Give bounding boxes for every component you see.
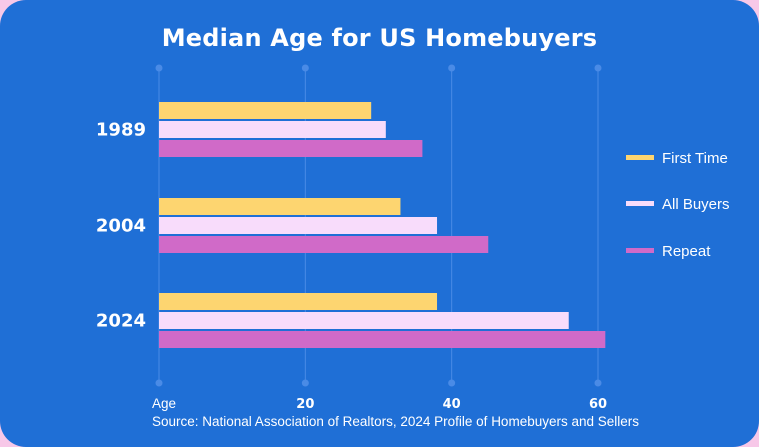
legend-swatch (626, 155, 654, 160)
legend-label: All Buyers (662, 196, 730, 213)
gridline-dot-bottom (155, 379, 163, 387)
legend-label: Repeat (662, 243, 711, 260)
x-tick-label: 20 (296, 397, 314, 412)
bar-1989-all-buyers (159, 121, 386, 138)
grid-layer (155, 64, 602, 387)
bar-2024-repeat (159, 331, 606, 348)
bar-2004-first-time (159, 198, 401, 215)
category-label: 1989 (96, 120, 146, 141)
bar-1989-first-time (159, 102, 372, 119)
x-axis-label: Age (152, 396, 176, 411)
category-label: 2004 (96, 216, 146, 237)
legend-swatch (626, 201, 654, 206)
bar-2024-all-buyers (159, 312, 569, 329)
bar-2004-all-buyers (159, 217, 438, 234)
label-layer: 1989 2004 2024 Age 20 40 60 (96, 120, 607, 413)
bar-2004-repeat (159, 236, 489, 253)
gridline-dot-top (301, 64, 309, 72)
gridline-dot-top (155, 64, 163, 72)
gridline-dot-bottom (301, 379, 309, 387)
gridline-dot-bottom (448, 379, 456, 387)
legend-swatch (626, 248, 654, 253)
gridline-dot-top (594, 64, 602, 72)
source-note: Source: National Association of Realtors… (152, 414, 640, 429)
legend: First Time All Buyers Repeat (626, 150, 730, 260)
gridline-dot-top (448, 64, 456, 72)
bar-2024-first-time (159, 293, 438, 310)
legend-label: First Time (662, 150, 728, 167)
bar-1989-repeat (159, 140, 423, 157)
x-tick-label: 40 (443, 397, 461, 412)
category-label: 2024 (96, 311, 146, 332)
chart-title: Median Age for US Homebuyers (161, 24, 598, 52)
gridline-dot-bottom (594, 379, 602, 387)
x-tick-label: 60 (589, 397, 607, 412)
bar-layer (159, 102, 606, 348)
